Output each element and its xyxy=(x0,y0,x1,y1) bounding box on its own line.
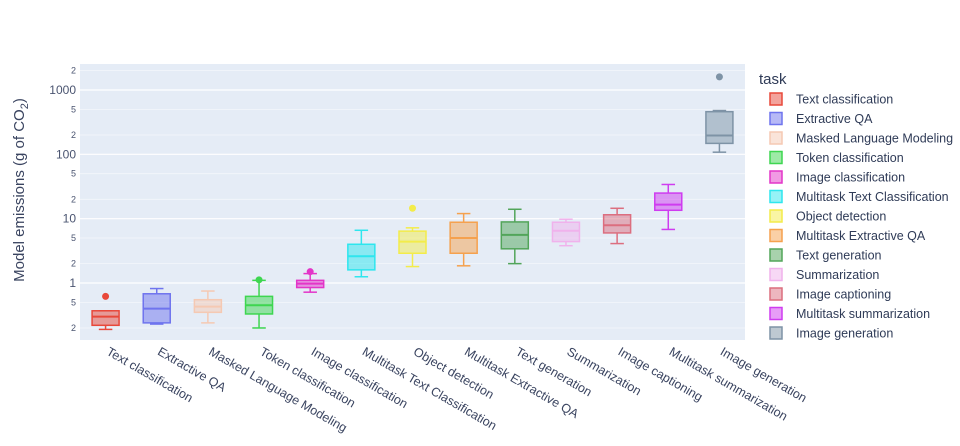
box-text-classification xyxy=(91,292,120,331)
box-iqr xyxy=(91,310,120,327)
outlier-point xyxy=(255,276,263,284)
x-tick-label: Text classification xyxy=(104,344,195,405)
legend-label: Multitask Text Classification xyxy=(796,190,949,204)
y-minor-tick-label: 2 xyxy=(71,259,76,269)
box-token-classification xyxy=(244,276,274,329)
box-image-classification xyxy=(295,268,325,293)
legend-swatch xyxy=(769,326,783,340)
legend-label: Masked Language Modeling xyxy=(796,132,953,146)
y-minor-tick-label: 5 xyxy=(71,169,76,179)
legend-label: Image generation xyxy=(796,327,893,341)
legend-item[interactable]: Image captioning xyxy=(769,287,891,302)
legend-label: Image classification xyxy=(796,171,905,185)
legend-swatch xyxy=(769,189,783,204)
legend-label: Multitask Extractive QA xyxy=(796,229,926,243)
legend-label: Text classification xyxy=(796,93,893,107)
y-axis-label-close: ) xyxy=(11,98,28,103)
legend-label: Text generation xyxy=(796,249,882,263)
box-multitask-summarization xyxy=(654,183,683,231)
outlier-point xyxy=(409,204,416,212)
legend-item[interactable]: Multitask summarization xyxy=(769,306,930,321)
y-tick-label: 1 xyxy=(69,276,76,290)
y-minor-tick-label: 5 xyxy=(71,104,76,114)
legend-swatch xyxy=(769,170,783,184)
y-minor-tick-label: 2 xyxy=(71,130,76,140)
legend-item[interactable]: Image classification xyxy=(769,170,905,185)
box-image-generation xyxy=(705,73,734,153)
outlier-point xyxy=(715,73,723,81)
legend-swatch xyxy=(769,111,783,126)
y-tick-label: 10 xyxy=(63,212,77,226)
box-masked-language-modeling xyxy=(193,290,223,324)
legend-item[interactable]: Token classification xyxy=(769,150,904,165)
box-series xyxy=(91,73,734,331)
legend-item[interactable]: Image generation xyxy=(769,326,893,341)
legend-label: Extractive QA xyxy=(796,112,873,126)
y-axis-label-subscript: 2 xyxy=(19,103,31,109)
legend-swatch xyxy=(769,228,783,243)
outlier-point xyxy=(306,268,314,276)
box-iqr xyxy=(602,214,632,234)
box-multitask-extractive-qa xyxy=(449,212,478,267)
box-iqr xyxy=(551,221,581,243)
legend-item[interactable]: Extractive QA xyxy=(769,111,873,126)
y-tick-label: 100 xyxy=(56,147,76,161)
y-axis-label: Model emissions (g of CO2) xyxy=(11,98,31,282)
legend-item[interactable]: Multitask Text Classification xyxy=(769,189,949,204)
legend-title: task xyxy=(759,71,787,88)
legend-label: Object detection xyxy=(796,210,886,224)
legend-swatch xyxy=(769,248,783,262)
legend-item[interactable]: Multitask Extractive QA xyxy=(769,228,926,243)
plot-area xyxy=(80,64,745,340)
legend-label: Multitask summarization xyxy=(796,307,930,321)
legend-item[interactable]: Object detection xyxy=(769,209,886,224)
y-minor-tick-label: 2 xyxy=(71,66,76,76)
legend-label: Summarization xyxy=(796,268,879,282)
outlier-point xyxy=(102,292,110,300)
box-iqr xyxy=(654,192,683,212)
grid-lines xyxy=(80,70,745,329)
legend-swatch xyxy=(769,150,783,165)
legend-swatch xyxy=(769,306,783,321)
legend-item[interactable]: Text classification xyxy=(769,92,893,107)
y-minor-tick-label: 2 xyxy=(71,323,76,333)
box-summarization xyxy=(551,218,581,247)
legend-item[interactable]: Summarization xyxy=(769,267,879,282)
y-tick-label: 1000 xyxy=(49,83,76,97)
x-tick-label: Image captioning xyxy=(616,344,705,404)
y-minor-tick-label: 2 xyxy=(71,194,76,204)
legend-swatch xyxy=(769,92,783,106)
box-extractive-qa xyxy=(142,287,171,325)
legend-swatch xyxy=(769,287,783,301)
legend-swatch xyxy=(769,209,783,223)
box-object-detection xyxy=(398,204,427,268)
y-minor-tick-label: 5 xyxy=(71,297,76,307)
legend: task Text classification Extractive QA Mas… xyxy=(759,71,953,341)
y-axis-ticks: 1 10 100 1000 2 5 2 5 2 5 2 5 2 xyxy=(49,66,76,333)
legend-swatch xyxy=(769,131,783,145)
legend-item[interactable]: Masked Language Modeling xyxy=(769,131,953,146)
box-iqr xyxy=(705,110,734,145)
box-image-captioning xyxy=(602,207,632,245)
legend-item[interactable]: Text generation xyxy=(769,248,882,263)
box-multitask-text-classification xyxy=(347,229,376,278)
legend-label: Token classification xyxy=(796,151,904,165)
box-text-generation xyxy=(500,208,530,265)
legend-swatch xyxy=(769,267,783,282)
y-axis-label-main: Model emissions (g of CO xyxy=(11,109,28,282)
y-minor-tick-label: 5 xyxy=(71,233,76,243)
legend-label: Image captioning xyxy=(796,288,891,302)
